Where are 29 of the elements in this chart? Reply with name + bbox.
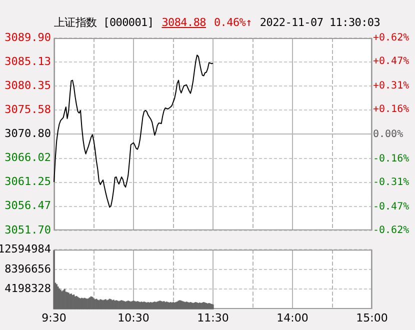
y2-tick-label: 0.00% [373,128,404,140]
y2-tick-label: -0.47% [373,202,410,213]
x-tick-label: 15:00 [356,311,388,324]
y2-tick-label: -0.16% [373,154,410,165]
y2-tick-label: +0.47% [373,56,410,67]
y-tick-label: 3070.80 [4,127,51,140]
y-tick-label: 3051.70 [4,223,51,236]
y-tick-label: 3080.35 [4,78,51,92]
y-tick-label: 3056.47 [4,199,51,212]
x-tick-label: 11:30 [197,311,229,324]
x-tick-label: 9:30 [42,311,66,324]
y-tick-label: 3061.25 [4,175,51,188]
y2-tick-label: +0.62% [373,32,410,44]
y-tick-label: 3066.02 [4,151,51,164]
y-tick-label: 8396656 [4,262,51,276]
text: 2022-11-07 11:30:03 [260,16,380,29]
y-tick-label: 3085.13 [4,54,51,68]
text: 3084.88 [162,16,206,29]
y-tick-label: 3075.58 [4,102,51,116]
x-tick-label: 14:00 [276,311,308,324]
y2-tick-label: -0.31% [373,176,410,188]
y2-tick-label: +0.31% [373,80,410,92]
y2-tick-label: +0.16% [373,104,410,115]
chart-title: 上证指数 [000001] [54,16,154,29]
y-tick-label: 4198328 [4,282,51,296]
y2-tick-label: -0.62% [373,224,410,236]
x-tick-label: 10:30 [118,311,150,324]
text: 0.46%↑ [214,16,252,29]
y-tick-label: 3089.90 [4,30,51,44]
